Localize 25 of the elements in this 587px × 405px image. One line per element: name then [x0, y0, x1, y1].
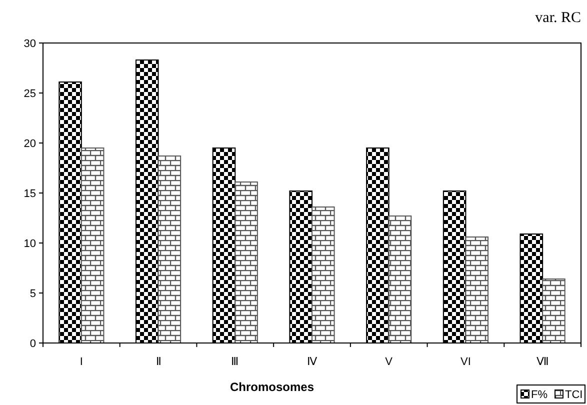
x-tick-label: Ⅲ	[231, 356, 240, 368]
y-tick-label: 10	[24, 238, 36, 250]
bar	[312, 206, 335, 344]
chart-title: var. RC	[535, 10, 581, 26]
x-tick-label: I	[80, 356, 83, 368]
x-tick-label: VI	[460, 356, 471, 368]
x-tick-label: Ⅶ	[536, 356, 549, 368]
bar	[465, 236, 489, 344]
y-tick-label: 30	[24, 38, 36, 50]
y-tick-label: 25	[24, 88, 36, 100]
bar	[158, 156, 182, 344]
x-tick-label: Ⅱ	[156, 356, 161, 368]
bar	[542, 278, 566, 344]
bar	[388, 216, 412, 344]
bar	[234, 182, 258, 344]
legend-label: TCI	[565, 389, 583, 401]
legend-label: F%	[531, 389, 548, 401]
x-tick-label: V	[385, 356, 394, 368]
bar	[80, 148, 104, 344]
y-tick-label: 5	[30, 288, 36, 300]
x-tick-label: Ⅳ	[307, 356, 318, 368]
x-axis-title: Chromosomes	[230, 380, 314, 394]
y-tick-label: 15	[24, 188, 36, 200]
y-tick-label: 0	[30, 338, 36, 350]
y-tick-label: 20	[24, 138, 36, 150]
